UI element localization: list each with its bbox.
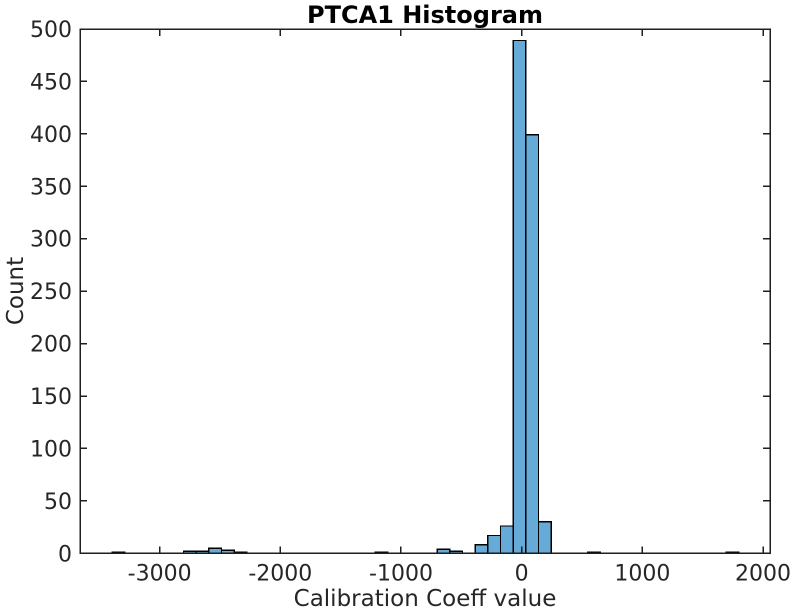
y-tick-label: 300 — [30, 228, 72, 253]
histogram-bar — [525, 134, 540, 554]
y-tick-label: 0 — [58, 542, 72, 567]
x-tick-label: 1000 — [614, 561, 670, 586]
chart-title: PTCA1 Histogram — [307, 1, 543, 29]
x-tick-label: 2000 — [735, 561, 791, 586]
histogram-bar — [474, 544, 489, 554]
x-tick-label: -3000 — [128, 561, 192, 586]
histogram-bar — [537, 521, 552, 554]
x-tick-label: 0 — [515, 561, 529, 586]
histogram-bar — [512, 39, 527, 554]
histogram-bar — [487, 534, 502, 555]
x-tick-label: -1000 — [369, 561, 433, 586]
y-tick-label: 150 — [30, 385, 72, 410]
histogram-bar — [499, 525, 514, 554]
y-tick-label: 200 — [30, 333, 72, 358]
x-tick-label: -2000 — [248, 561, 312, 586]
y-tick-label: 500 — [30, 18, 72, 43]
y-tick-label: 350 — [30, 175, 72, 200]
y-tick-label: 250 — [30, 280, 72, 305]
x-axis-label: Calibration Coeff value — [293, 586, 557, 612]
y-axis-label: Count — [3, 256, 29, 326]
y-tick-label: 400 — [30, 123, 72, 148]
y-tick-label: 50 — [44, 490, 72, 515]
y-tick-label: 450 — [30, 70, 72, 95]
y-tick-label: 100 — [30, 437, 72, 462]
histogram-bar — [208, 547, 223, 555]
